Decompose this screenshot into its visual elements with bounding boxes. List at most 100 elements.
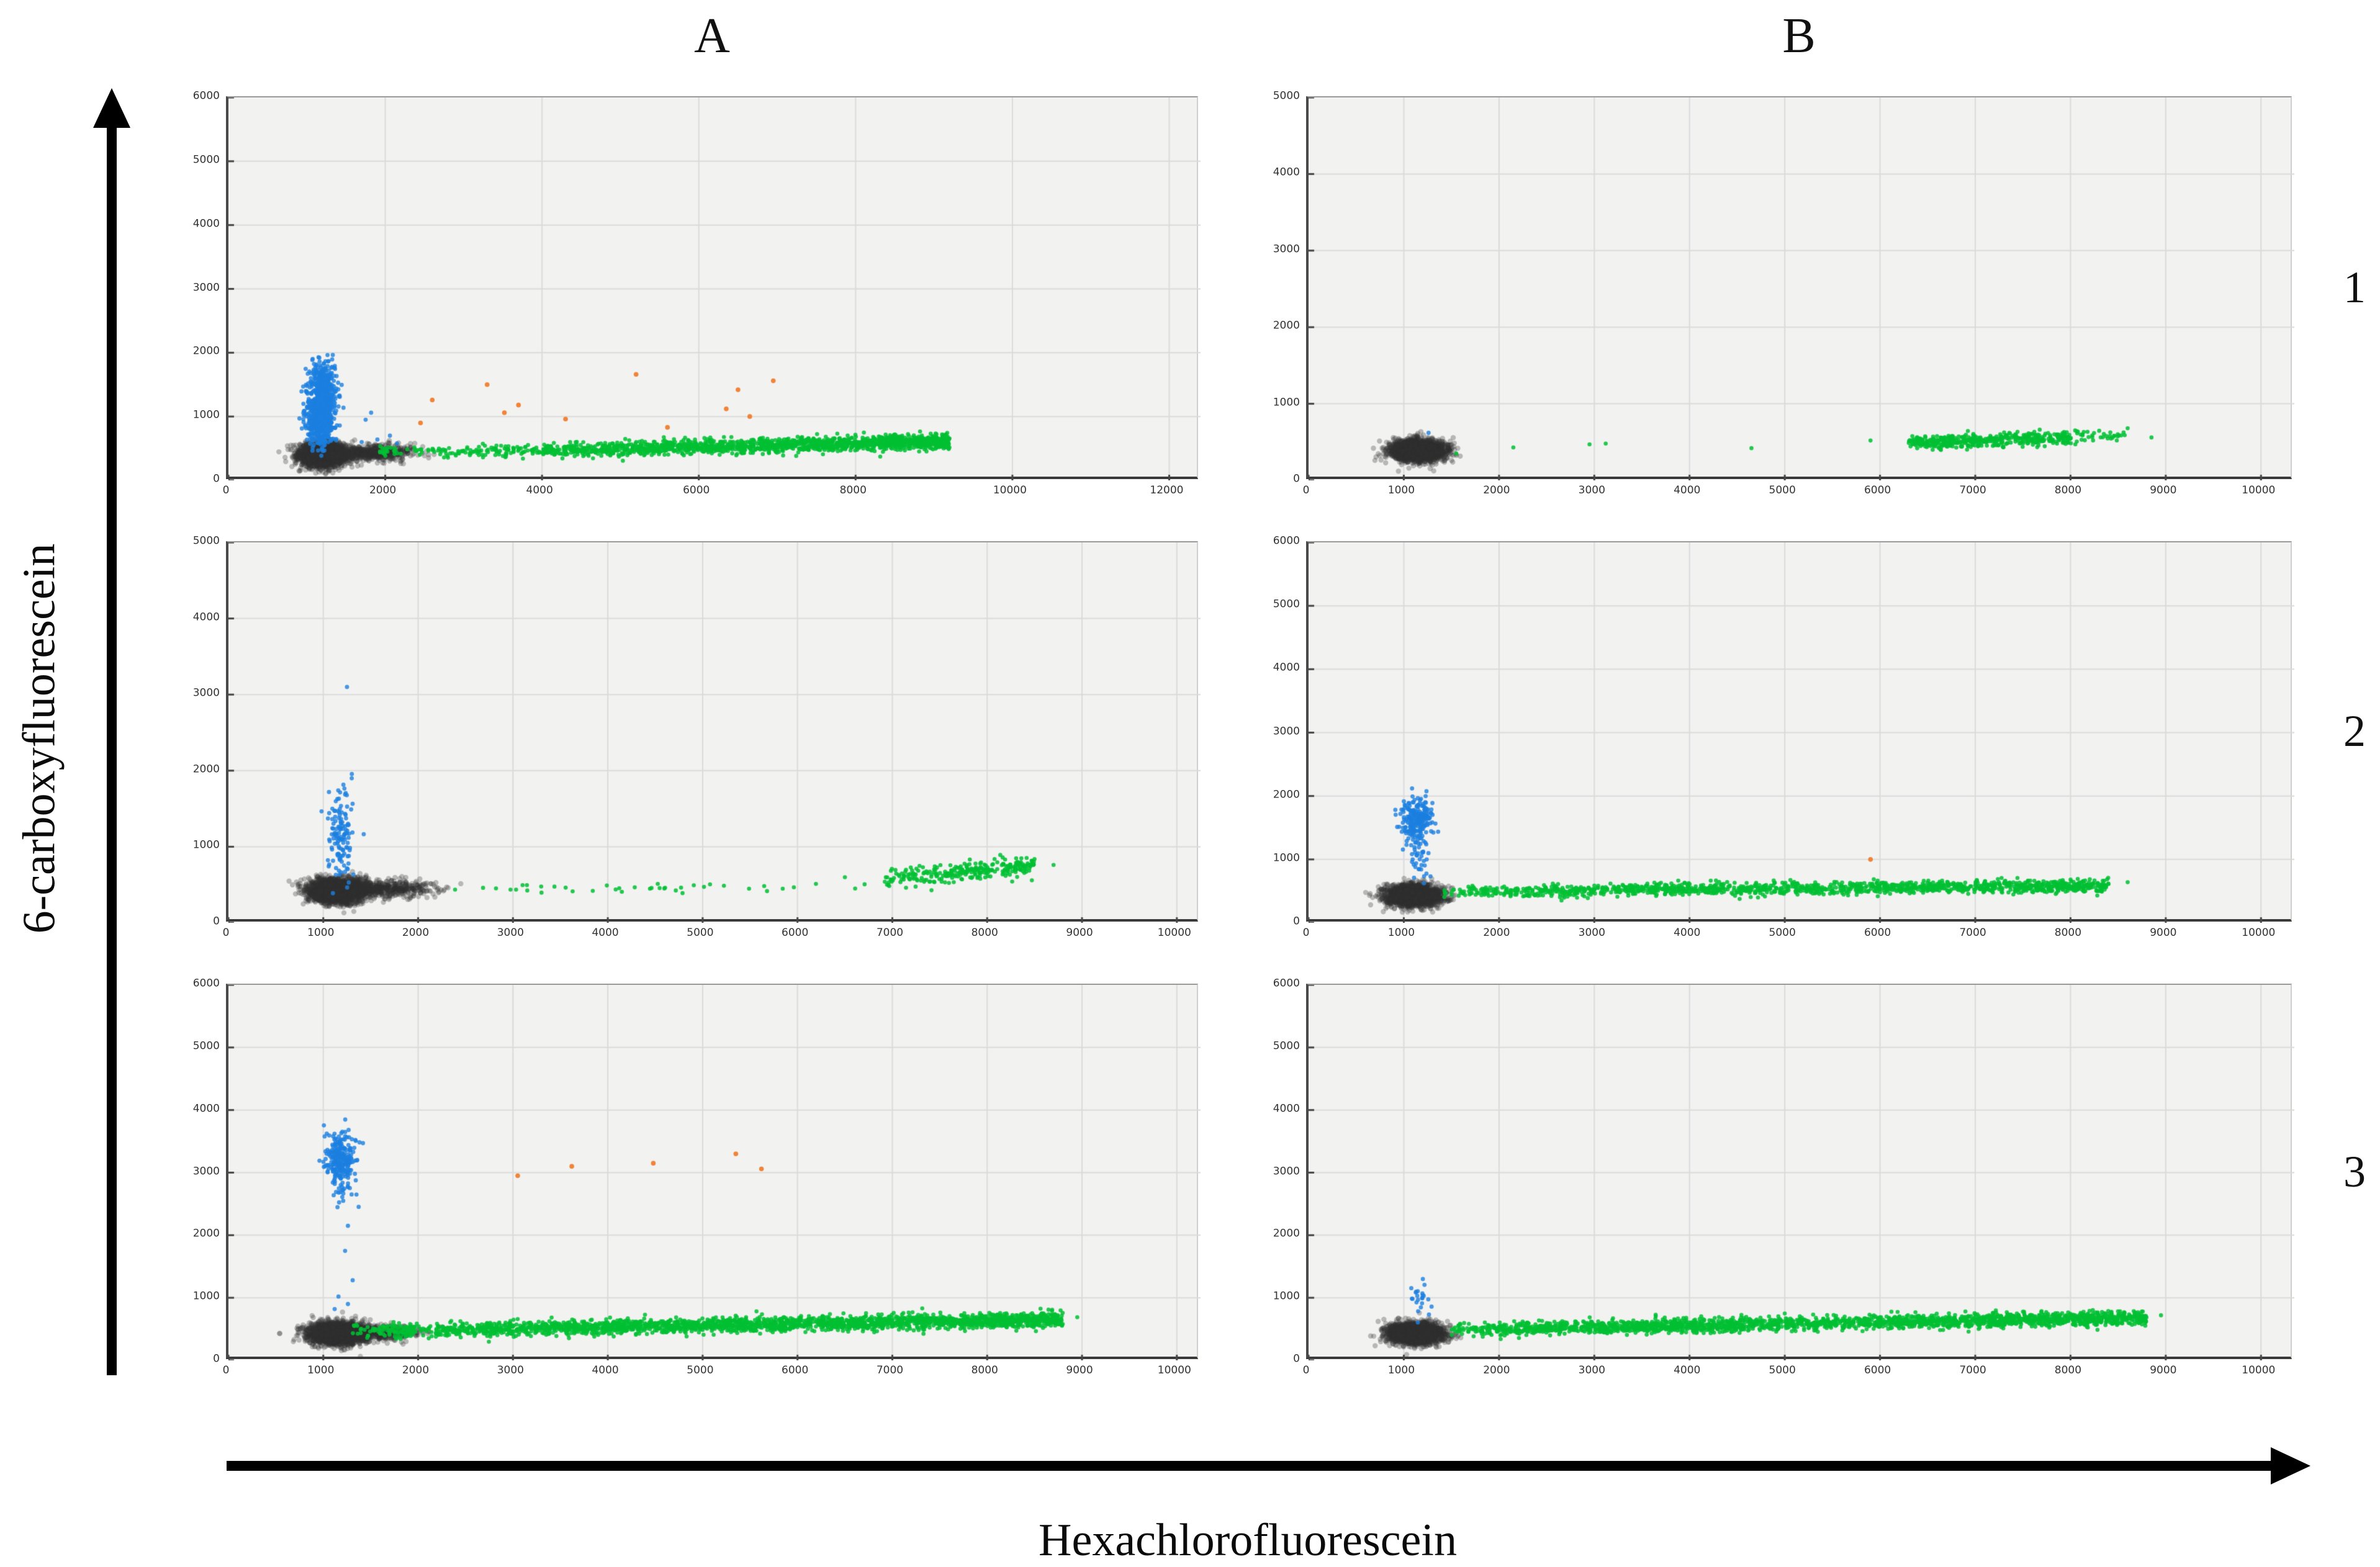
x-tick-label-B3: 9000 [2150,1364,2177,1376]
x-tick-label-B2: 10000 [2242,927,2276,939]
y-axis-label: 6-carboxyfluorescein [14,543,65,934]
x-tick-label-B3: 3000 [1578,1364,1605,1376]
x-tick-label-A3: 5000 [687,1364,714,1376]
y-tick-label-A2: 0 [213,915,220,928]
column-title-b: B [1782,9,1816,63]
scatter-canvas-A1 [228,97,1201,480]
x-tick-label-A2: 3000 [497,927,524,939]
x-tick-label-A1: 6000 [683,484,710,496]
x-tick-label-A2: 5000 [687,927,714,939]
x-tick-label-B1: 7000 [1959,484,1986,496]
y-tick-label-B2: 3000 [1273,725,1300,737]
y-tick-label-A2: 4000 [192,611,220,624]
y-tick-label-A3: 4000 [192,1102,220,1115]
x-tick-label-B1: 2000 [1483,484,1510,496]
x-tick-label-B1: 5000 [1769,484,1796,496]
y-tick-label-B2: 6000 [1273,534,1300,547]
x-tick-label-B2: 2000 [1483,927,1510,939]
x-tick-label-A1: 0 [222,484,230,496]
y-tick-label-B2: 2000 [1273,788,1300,801]
scatter-canvas-A2 [228,542,1201,923]
x-tick-label-B2: 9000 [2150,927,2177,939]
row-label-2: 2 [2343,706,2366,756]
x-tick-label-B3: 6000 [1864,1364,1891,1376]
y-tick-label-A1: 4000 [192,217,220,230]
y-tick-label-B1: 3000 [1273,243,1300,256]
scatter-plot-B2 [1306,541,2294,923]
x-tick-label-A3: 7000 [876,1364,904,1376]
y-tick-label-A3: 1000 [192,1290,220,1303]
x-tick-label-B3: 4000 [1674,1364,1701,1376]
y-tick-label-A3: 6000 [192,977,220,990]
x-tick-label-B2: 6000 [1864,927,1891,939]
y-tick-label-A1: 3000 [192,281,220,294]
row-label-1: 1 [2343,263,2366,312]
y-tick-label-B1: 0 [1293,472,1300,485]
x-tick-label-B2: 4000 [1674,927,1701,939]
x-tick-label-B1: 10000 [2242,484,2276,496]
y-tick-label-B3: 5000 [1273,1039,1300,1053]
x-tick-label-B1: 9000 [2150,484,2177,496]
x-tick-label-B2: 5000 [1769,927,1796,939]
y-tick-label-A2: 5000 [192,534,220,547]
x-tick-label-A1: 8000 [839,484,867,496]
y-tick-label-A3: 3000 [192,1165,220,1177]
x-tick-label-A2: 0 [222,927,230,939]
x-tick-label-B3: 0 [1302,1364,1310,1376]
x-tick-label-A2: 1000 [307,927,335,939]
x-tick-label-A2: 2000 [402,927,430,939]
y-tick-label-A1: 0 [213,472,220,485]
y-axis-arrow-shaft [107,124,117,1375]
scatter-canvas-B2 [1309,542,2294,923]
scatter-canvas-B1 [1309,97,2294,480]
column-title-a: A [694,9,730,63]
y-tick-label-B3: 6000 [1273,977,1300,990]
x-tick-label-A3: 0 [222,1364,230,1376]
y-tick-label-A3: 0 [213,1352,220,1365]
x-tick-label-B1: 4000 [1674,484,1701,496]
x-axis-arrow-shaft [227,1461,2273,1471]
y-tick-label-B3: 2000 [1273,1227,1300,1240]
y-tick-label-A1: 1000 [192,408,220,421]
x-tick-label-B3: 1000 [1387,1364,1415,1376]
x-tick-label-A3: 8000 [971,1364,998,1376]
x-tick-label-B1: 8000 [2054,484,2082,496]
x-tick-label-B1: 1000 [1387,484,1415,496]
x-tick-label-B1: 6000 [1864,484,1891,496]
x-tick-label-A2: 4000 [592,927,619,939]
x-tick-label-B2: 8000 [2054,927,2082,939]
x-tick-label-A3: 4000 [592,1364,619,1376]
y-tick-label-B3: 1000 [1273,1290,1300,1303]
x-tick-label-A1: 10000 [993,484,1027,496]
x-tick-label-B2: 7000 [1959,927,1986,939]
y-axis-arrow-head-icon [93,88,130,128]
x-tick-label-B3: 7000 [1959,1364,1986,1376]
x-tick-label-B3: 8000 [2054,1364,2082,1376]
x-tick-label-B2: 0 [1302,927,1310,939]
y-tick-label-A1: 6000 [192,89,220,102]
x-tick-label-B2: 1000 [1387,927,1415,939]
x-axis-label: Hexachlorofluorescein [1039,1515,1457,1566]
scatter-plot-A2 [226,541,1201,923]
x-tick-label-A2: 9000 [1066,927,1093,939]
y-tick-label-B2: 0 [1293,915,1300,928]
scatter-plot-A3 [226,984,1201,1360]
x-tick-label-B3: 5000 [1769,1364,1796,1376]
x-tick-label-A3: 2000 [402,1364,430,1376]
y-tick-label-A1: 2000 [192,344,220,357]
x-axis-arrow-head-icon [2271,1447,2310,1484]
x-tick-label-A1: 2000 [369,484,397,496]
x-tick-label-B2: 3000 [1578,927,1605,939]
x-tick-label-B1: 0 [1302,484,1310,496]
x-tick-label-B3: 10000 [2242,1364,2276,1376]
y-tick-label-A3: 2000 [192,1227,220,1240]
x-tick-label-A2: 7000 [876,927,904,939]
x-tick-label-A2: 10000 [1157,927,1191,939]
scatter-canvas-B3 [1309,985,2294,1360]
y-tick-label-B3: 3000 [1273,1165,1300,1177]
x-tick-label-A1: 4000 [526,484,553,496]
y-tick-label-B2: 5000 [1273,598,1300,611]
x-tick-label-A2: 6000 [782,927,809,939]
scatter-plot-A1 [226,96,1201,480]
